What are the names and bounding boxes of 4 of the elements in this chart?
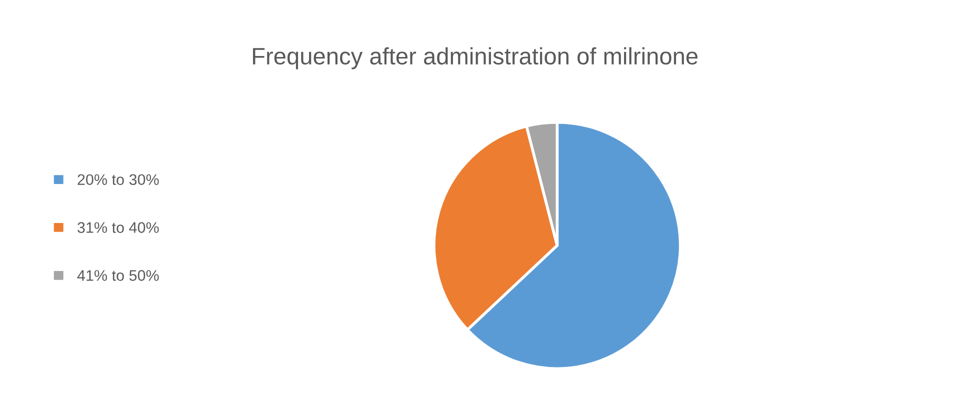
legend-label: 41% to 50% xyxy=(77,270,159,281)
legend-label: 31% to 40% xyxy=(78,222,159,233)
legend-label: 20% to 30% xyxy=(78,174,159,186)
chart-title: Frequency after administration of milrinone xyxy=(253,47,698,70)
